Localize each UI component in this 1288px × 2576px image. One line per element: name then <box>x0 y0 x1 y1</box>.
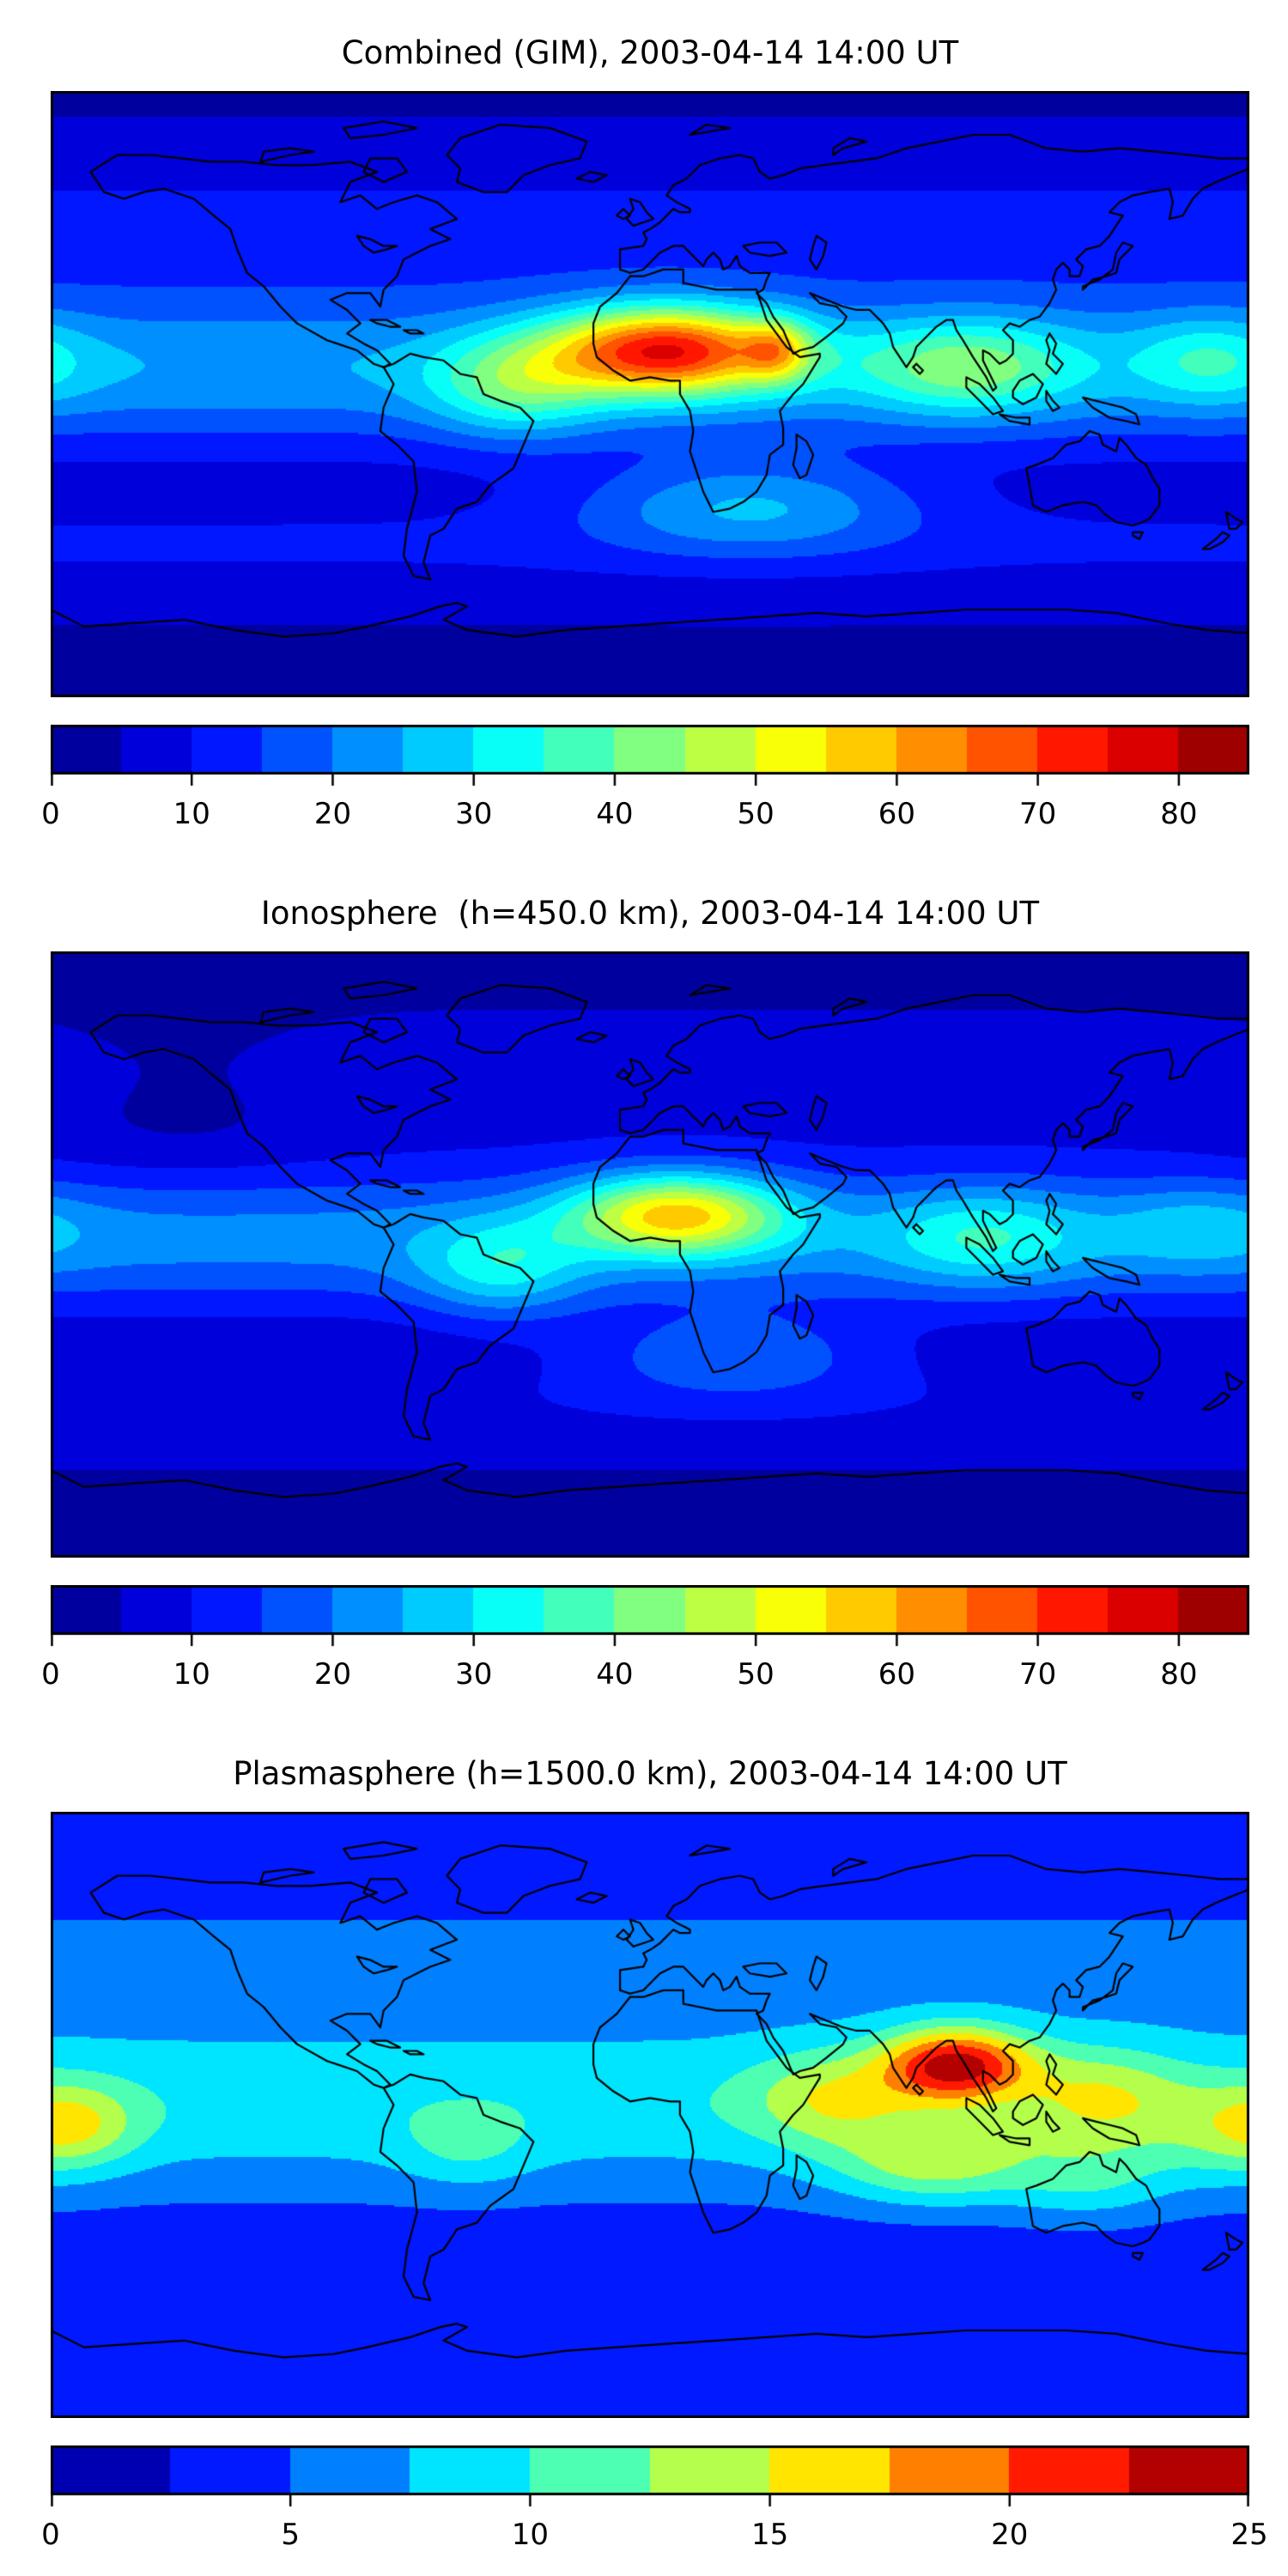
colorbar-tick-label: 0 <box>41 797 60 831</box>
colorbar-tick-label: 15 <box>750 2518 789 2552</box>
panel-title-combined: Combined (GIM), 2003-04-14 14:00 UT <box>341 34 959 71</box>
colorbar-tick-label: 60 <box>878 797 916 831</box>
colorbar-tick-label: 30 <box>455 797 493 831</box>
colorbar-tick-label: 50 <box>737 1657 775 1692</box>
colorbar-tick-label: 5 <box>281 2518 301 2552</box>
colorbar-tick-label: 30 <box>455 1657 493 1692</box>
colorbar-tick-label: 25 <box>1230 2518 1268 2552</box>
panel-title-plasmasphere: Plasmasphere (h=1500.0 km), 2003-04-14 1… <box>233 1755 1067 1792</box>
colorbar-plasmasphere <box>51 2445 1249 2511</box>
colorbar-combined <box>51 725 1249 790</box>
colorbar-tick-label: 0 <box>41 2518 60 2552</box>
map-ionosphere <box>51 951 1249 1558</box>
colorbar-tick-label: 20 <box>991 2518 1029 2552</box>
map-combined-gim <box>51 91 1249 697</box>
colorbar-tick-label: 20 <box>313 1657 352 1692</box>
colorbar-tick-label: 10 <box>173 1657 210 1692</box>
colorbar-tick-label: 10 <box>511 2518 550 2552</box>
colorbar-tick-label: 70 <box>1019 1657 1057 1692</box>
colorbar-tick-label: 80 <box>1160 797 1198 831</box>
colorbar-tick-label: 20 <box>313 797 352 831</box>
colorbar-ionosphere <box>51 1585 1249 1650</box>
panel-title-ionosphere: Ionosphere (h=450.0 km), 2003-04-14 14:0… <box>260 895 1040 932</box>
colorbar-ticks-ionosphere: 0 10 20 30 40 50 60 70 80 <box>41 1657 1249 1695</box>
colorbar-tick-label: 40 <box>596 797 634 831</box>
colorbar-tick-label: 50 <box>737 797 775 831</box>
colorbar-tick-label: 0 <box>41 1657 60 1692</box>
colorbar-tick-label: 80 <box>1160 1657 1198 1692</box>
colorbar-tick-label: 10 <box>173 797 210 831</box>
colorbar-tick-label: 40 <box>596 1657 634 1692</box>
colorbar-tick-label: 70 <box>1019 797 1057 831</box>
map-plasmasphere <box>51 1812 1249 2418</box>
colorbar-ticks-combined: 0 10 20 30 40 50 60 70 80 <box>41 797 1249 835</box>
colorbar-ticks-plasmasphere: 0 5 10 15 20 25 <box>41 2518 1267 2555</box>
colorbar-tick-label: 60 <box>878 1657 916 1692</box>
